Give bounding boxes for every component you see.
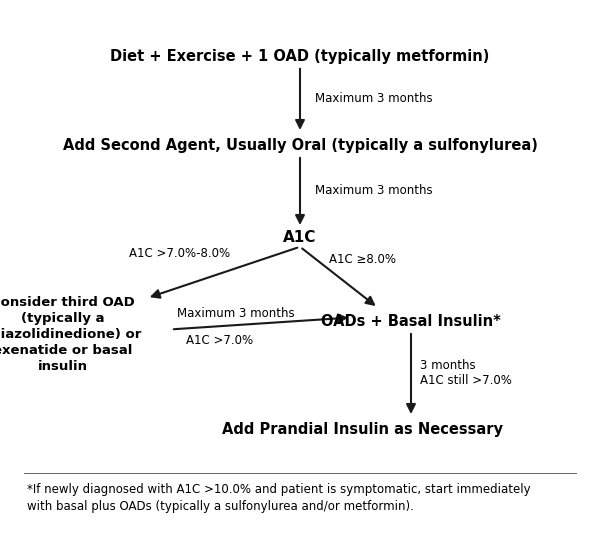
Text: OADs + Basal Insulin*: OADs + Basal Insulin*: [321, 314, 501, 329]
Text: A1C ≥8.0%: A1C ≥8.0%: [329, 253, 396, 266]
Text: A1C >7.0%-8.0%: A1C >7.0%-8.0%: [129, 247, 230, 260]
Text: 3 months
A1C still >7.0%: 3 months A1C still >7.0%: [420, 359, 512, 387]
Text: A1C >7.0%: A1C >7.0%: [186, 334, 253, 347]
Text: Maximum 3 months: Maximum 3 months: [177, 307, 295, 320]
Text: Consider third OAD
(typically a
thiazolidinedione) or
exenatide or basal
insulin: Consider third OAD (typically a thiazoli…: [0, 296, 141, 373]
Text: Maximum 3 months: Maximum 3 months: [315, 92, 433, 105]
Text: *If newly diagnosed with A1C >10.0% and patient is symptomatic, start immediatel: *If newly diagnosed with A1C >10.0% and …: [27, 483, 530, 514]
Text: Diet + Exercise + 1 OAD (typically metformin): Diet + Exercise + 1 OAD (typically metfo…: [110, 49, 490, 64]
Text: Add Second Agent, Usually Oral (typically a sulfonylurea): Add Second Agent, Usually Oral (typicall…: [62, 138, 538, 153]
Text: Maximum 3 months: Maximum 3 months: [315, 184, 433, 197]
Text: A1C: A1C: [283, 230, 317, 245]
Text: Add Prandial Insulin as Necessary: Add Prandial Insulin as Necessary: [223, 422, 503, 437]
